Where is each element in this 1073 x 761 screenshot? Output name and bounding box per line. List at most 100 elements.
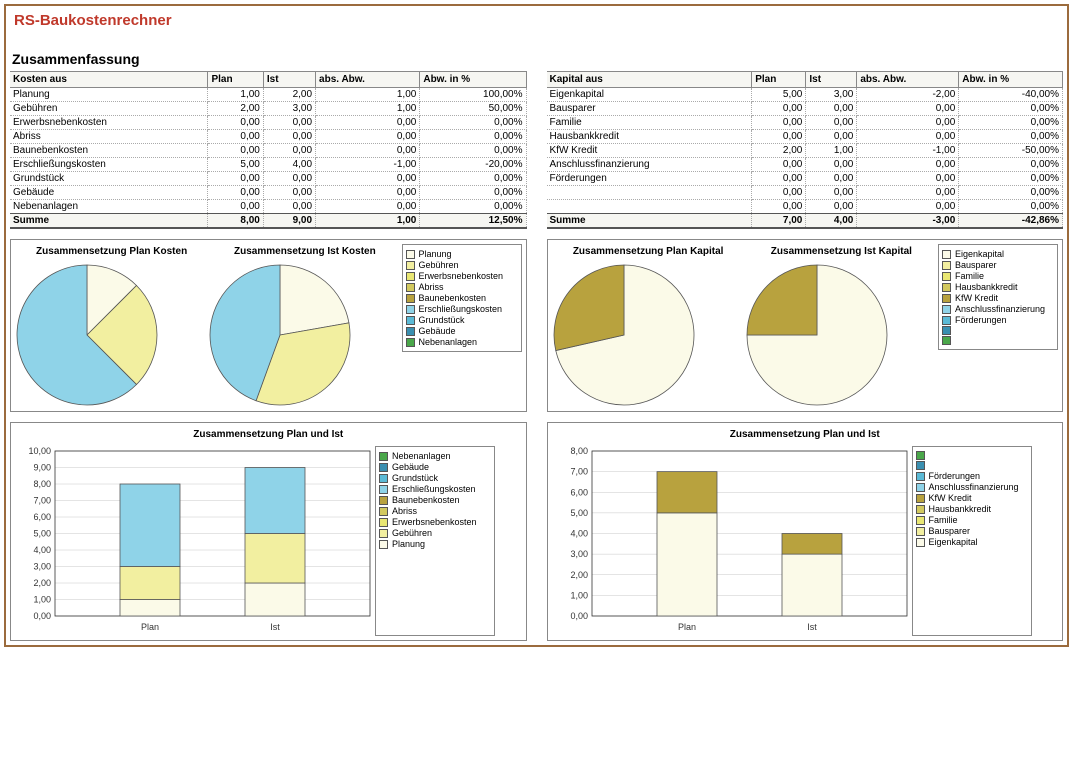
svg-text:4,00: 4,00 (570, 529, 588, 539)
pie-chart (745, 263, 889, 407)
svg-text:0,00: 0,00 (33, 611, 51, 621)
legend-item: Planung (379, 539, 491, 549)
table-row: Anschlussfinanzierung0,000,000,000,00% (547, 158, 1063, 172)
svg-text:1,00: 1,00 (33, 595, 51, 605)
table-row: Förderungen0,000,000,000,00% (547, 172, 1063, 186)
svg-text:6,00: 6,00 (570, 487, 588, 497)
legend-item: Gebäude (379, 462, 491, 472)
table-row: Baunebenkosten0,000,000,000,00% (10, 144, 526, 158)
legend-item: Erschließungskosten (406, 304, 518, 314)
kapital-table: Kapital ausPlanIstabs. Abw.Abw. in %Eige… (547, 71, 1064, 229)
svg-text:3,00: 3,00 (33, 562, 51, 572)
legend-item: Grundstück (406, 315, 518, 325)
tables-row: Kosten ausPlanIstabs. Abw.Abw. in %Planu… (10, 71, 1063, 229)
legend: PlanungGebührenErwerbsnebenkostenAbrissB… (402, 244, 522, 352)
legend-item: Baunebenkosten (406, 293, 518, 303)
kosten-column: Kosten ausPlanIstabs. Abw.Abw. in %Planu… (10, 71, 527, 229)
table-row: 0,000,000,000,00% (547, 200, 1063, 214)
svg-text:3,00: 3,00 (570, 549, 588, 559)
legend-item: Erschließungskosten (379, 484, 491, 494)
legend-item (942, 326, 1054, 335)
pie-chart (15, 263, 159, 407)
legend: FörderungenAnschlussfinanzierungKfW Kred… (912, 446, 1032, 636)
svg-text:10,00: 10,00 (28, 446, 51, 456)
pie-row: Zusammensetzung Plan KostenZusammensetzu… (10, 239, 1063, 412)
legend-item: Förderungen (916, 471, 1028, 481)
table-row: 0,000,000,000,00% (547, 186, 1063, 200)
svg-text:2,00: 2,00 (570, 570, 588, 580)
legend-item: Bausparer (916, 526, 1028, 536)
legend-item (916, 461, 1028, 470)
svg-text:Ist: Ist (807, 622, 817, 632)
svg-text:6,00: 6,00 (33, 512, 51, 522)
legend: NebenanlagenGebäudeGrundstückErschließun… (375, 446, 495, 636)
bar-chart: 0,00 1,00 2,00 3,00 4,00 5,00 6,00 7,00 8,00 Plan… (552, 446, 912, 636)
kosten-pie-panel: Zusammensetzung Plan KostenZusammensetzu… (10, 239, 527, 412)
table-row: Erwerbsnebenkosten0,000,000,000,00% (10, 116, 526, 130)
svg-text:7,00: 7,00 (33, 496, 51, 506)
legend-item: Familie (942, 271, 1054, 281)
legend-item: Anschlussfinanzierung (916, 482, 1028, 492)
sum-row: Summe8,009,001,0012,50% (10, 214, 526, 229)
svg-text:8,00: 8,00 (33, 479, 51, 489)
kapital-bar-panel: Zusammensetzung Plan und Ist0,001,002,00… (547, 422, 1064, 641)
table-row: Erschließungskosten5,004,00-1,00-20,00% (10, 158, 526, 172)
svg-text:Plan: Plan (141, 622, 159, 632)
table-row: KfW Kredit2,001,00-1,00-50,00% (547, 144, 1063, 158)
bar-row: Zusammensetzung Plan und Ist0,001,002,00… (10, 422, 1063, 641)
table-row: Gebäude0,000,000,000,00% (10, 186, 526, 200)
legend-item: Baunebenkosten (379, 495, 491, 505)
legend-item: Bausparer (942, 260, 1054, 270)
table-row: Bausparer0,000,000,000,00% (547, 102, 1063, 116)
legend-item: Erwerbsnebenkosten (379, 517, 491, 527)
svg-text:0,00: 0,00 (570, 611, 588, 621)
legend-item (916, 451, 1028, 460)
legend: EigenkapitalBausparerFamilieHausbankkred… (938, 244, 1058, 350)
table-row: Hausbankkredit0,000,000,000,00% (547, 130, 1063, 144)
legend-item: Familie (916, 515, 1028, 525)
legend-item: Abriss (379, 506, 491, 516)
legend-item: Förderungen (942, 315, 1054, 325)
kapital-pie-panel: Zusammensetzung Plan KapitalZusammensetz… (547, 239, 1064, 412)
legend-item: Gebäude (406, 326, 518, 336)
table-row: Planung1,002,001,00100,00% (10, 88, 526, 102)
svg-text:4,00: 4,00 (33, 545, 51, 555)
table-row: Nebenanlagen0,000,000,000,00% (10, 200, 526, 214)
legend-item: Anschlussfinanzierung (942, 304, 1054, 314)
legend-item: Nebenanlagen (379, 451, 491, 461)
table-row: Gebühren2,003,001,0050,00% (10, 102, 526, 116)
kosten-table: Kosten ausPlanIstabs. Abw.Abw. in %Planu… (10, 71, 527, 229)
svg-text:1,00: 1,00 (570, 590, 588, 600)
svg-text:8,00: 8,00 (570, 446, 588, 456)
pie-chart (552, 263, 696, 407)
legend-item: Hausbankkredit (942, 282, 1054, 292)
legend-item: Grundstück (379, 473, 491, 483)
svg-text:9,00: 9,00 (33, 463, 51, 473)
legend-item: Erwerbsnebenkosten (406, 271, 518, 281)
svg-text:Plan: Plan (677, 622, 695, 632)
legend-item: Planung (406, 249, 518, 259)
legend-item: Hausbankkredit (916, 504, 1028, 514)
legend-item: KfW Kredit (916, 493, 1028, 503)
kosten-bar-panel: Zusammensetzung Plan und Ist0,001,002,00… (10, 422, 527, 641)
svg-text:Ist: Ist (270, 622, 280, 632)
legend-item: Gebühren (406, 260, 518, 270)
legend-item: Abriss (406, 282, 518, 292)
app-frame: RS-Baukostenrechner Zusammenfassung Kost… (4, 4, 1069, 647)
svg-text:2,00: 2,00 (33, 578, 51, 588)
legend-item: KfW Kredit (942, 293, 1054, 303)
legend-item (942, 336, 1054, 345)
table-row: Grundstück0,000,000,000,00% (10, 172, 526, 186)
sum-row: Summe7,004,00-3,00-42,86% (547, 214, 1063, 229)
svg-text:5,00: 5,00 (570, 508, 588, 518)
legend-item: Nebenanlagen (406, 337, 518, 347)
svg-text:7,00: 7,00 (570, 467, 588, 477)
table-row: Abriss0,000,000,000,00% (10, 130, 526, 144)
bar-chart: 0,001,002,003,004,005,006,007,008,009,00… (15, 446, 375, 636)
app-title: RS-Baukostenrechner (10, 10, 1063, 31)
table-row: Eigenkapital5,003,00-2,00-40,00% (547, 88, 1063, 102)
table-row: Familie0,000,000,000,00% (547, 116, 1063, 130)
pie-chart (208, 263, 352, 407)
kapital-column: Kapital ausPlanIstabs. Abw.Abw. in %Eige… (547, 71, 1064, 229)
legend-item: Eigenkapital (916, 537, 1028, 547)
